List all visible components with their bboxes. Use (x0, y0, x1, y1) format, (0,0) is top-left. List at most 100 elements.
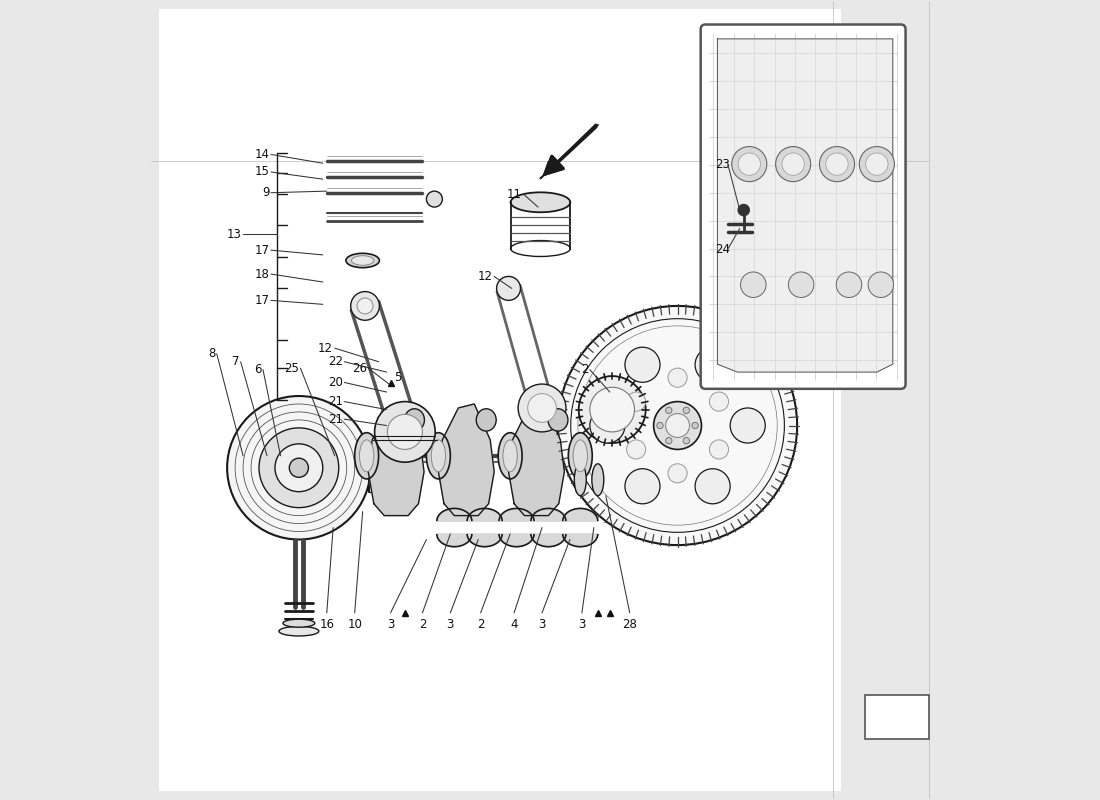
Circle shape (730, 408, 766, 443)
Bar (160, 10, 842, 790)
Text: 2: 2 (581, 363, 589, 376)
Polygon shape (437, 509, 472, 521)
Circle shape (289, 458, 308, 478)
Text: 3: 3 (387, 618, 394, 631)
Text: 10: 10 (348, 618, 362, 631)
Polygon shape (437, 534, 472, 546)
Text: 12: 12 (477, 270, 493, 283)
Text: 13: 13 (227, 228, 242, 241)
Circle shape (227, 396, 371, 539)
Circle shape (695, 469, 730, 504)
Circle shape (740, 272, 766, 298)
Ellipse shape (354, 433, 378, 479)
Ellipse shape (352, 256, 374, 266)
Polygon shape (368, 404, 424, 515)
Text: 7: 7 (232, 355, 239, 368)
Circle shape (710, 440, 728, 459)
Polygon shape (531, 534, 565, 546)
Polygon shape (508, 404, 564, 515)
Text: 2: 2 (419, 618, 426, 631)
Ellipse shape (569, 433, 592, 479)
Circle shape (738, 153, 760, 175)
Ellipse shape (405, 409, 425, 431)
Text: 20: 20 (328, 376, 343, 389)
Circle shape (496, 277, 520, 300)
Polygon shape (563, 534, 597, 546)
Text: 17: 17 (254, 244, 270, 257)
Bar (865, 695, 928, 739)
Text: 22: 22 (328, 355, 343, 368)
Ellipse shape (375, 446, 390, 490)
Text: 21: 21 (328, 395, 343, 408)
Text: 2: 2 (477, 618, 484, 631)
Circle shape (375, 402, 436, 462)
Polygon shape (468, 534, 503, 546)
Ellipse shape (476, 409, 496, 431)
Circle shape (528, 394, 557, 422)
Circle shape (427, 191, 442, 207)
Ellipse shape (402, 455, 411, 483)
Ellipse shape (389, 450, 403, 486)
Polygon shape (563, 509, 597, 521)
Circle shape (826, 153, 848, 175)
Ellipse shape (431, 440, 446, 472)
Ellipse shape (548, 409, 568, 431)
Text: 6: 6 (254, 363, 262, 376)
Text: 3: 3 (447, 618, 454, 631)
Circle shape (692, 422, 698, 429)
Circle shape (625, 347, 660, 382)
Text: 28: 28 (623, 618, 637, 631)
Circle shape (710, 392, 728, 411)
Circle shape (275, 444, 322, 492)
FancyBboxPatch shape (701, 25, 905, 389)
Text: ▲ = 1: ▲ = 1 (880, 710, 914, 723)
Circle shape (590, 408, 625, 443)
Circle shape (558, 306, 798, 545)
Text: 18: 18 (254, 267, 270, 281)
Circle shape (683, 438, 690, 444)
Polygon shape (531, 509, 565, 521)
Ellipse shape (283, 619, 315, 627)
Ellipse shape (573, 440, 587, 472)
Ellipse shape (510, 192, 570, 212)
Polygon shape (717, 39, 893, 372)
Text: 14: 14 (254, 148, 270, 161)
Text: 16: 16 (319, 618, 334, 631)
Ellipse shape (498, 433, 522, 479)
Text: 5: 5 (395, 371, 402, 384)
Circle shape (868, 272, 893, 298)
Circle shape (782, 153, 804, 175)
Circle shape (836, 272, 861, 298)
Circle shape (358, 298, 373, 314)
Circle shape (668, 464, 688, 483)
Text: 17: 17 (254, 294, 270, 307)
Text: 24: 24 (715, 242, 730, 256)
Circle shape (668, 368, 688, 387)
Circle shape (820, 146, 855, 182)
Circle shape (776, 146, 811, 182)
Polygon shape (499, 534, 535, 546)
Circle shape (590, 387, 635, 432)
Circle shape (666, 438, 672, 444)
Text: 26: 26 (352, 362, 366, 374)
Ellipse shape (360, 440, 374, 472)
Circle shape (695, 347, 730, 382)
Text: 8: 8 (208, 347, 216, 360)
Circle shape (518, 384, 565, 432)
Text: 4: 4 (510, 618, 518, 631)
Text: 3: 3 (579, 618, 585, 631)
Circle shape (579, 376, 646, 443)
Ellipse shape (503, 440, 517, 472)
Circle shape (789, 272, 814, 298)
Text: 9: 9 (262, 186, 270, 199)
Ellipse shape (427, 433, 450, 479)
Circle shape (738, 205, 749, 216)
Circle shape (683, 407, 690, 414)
Circle shape (657, 422, 663, 429)
Circle shape (666, 414, 690, 438)
Text: 23: 23 (715, 158, 730, 170)
Ellipse shape (574, 464, 586, 496)
Text: 15: 15 (254, 166, 270, 178)
Circle shape (666, 407, 672, 414)
Circle shape (387, 414, 422, 450)
